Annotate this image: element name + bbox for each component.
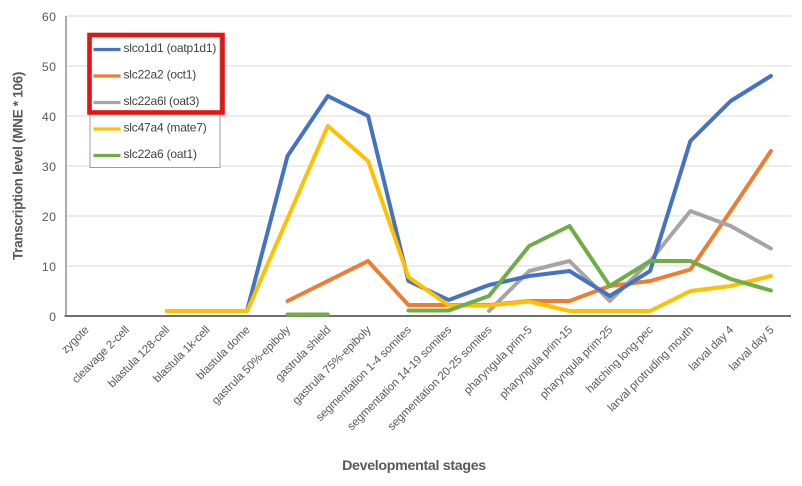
svg-text:slc22a6 (oat1): slc22a6 (oat1) — [124, 147, 197, 161]
svg-text:50: 50 — [42, 60, 57, 74]
svg-text:30: 30 — [42, 160, 57, 174]
svg-text:0: 0 — [49, 310, 56, 324]
svg-text:slco1d1 (oatp1d1): slco1d1 (oatp1d1) — [124, 41, 217, 55]
svg-text:Developmental stages: Developmental stages — [342, 458, 486, 474]
svg-text:10: 10 — [42, 260, 57, 274]
svg-text:slc22a2 (oct1): slc22a2 (oct1) — [124, 68, 197, 82]
svg-text:40: 40 — [42, 110, 57, 124]
svg-text:Transcription level (MNE * 106: Transcription level (MNE * 106) — [11, 72, 26, 260]
svg-text:slc22a6l (oat3): slc22a6l (oat3) — [124, 94, 200, 108]
svg-text:60: 60 — [42, 10, 57, 24]
svg-text:slc47a4 (mate7): slc47a4 (mate7) — [124, 121, 207, 135]
svg-text:20: 20 — [42, 210, 57, 224]
